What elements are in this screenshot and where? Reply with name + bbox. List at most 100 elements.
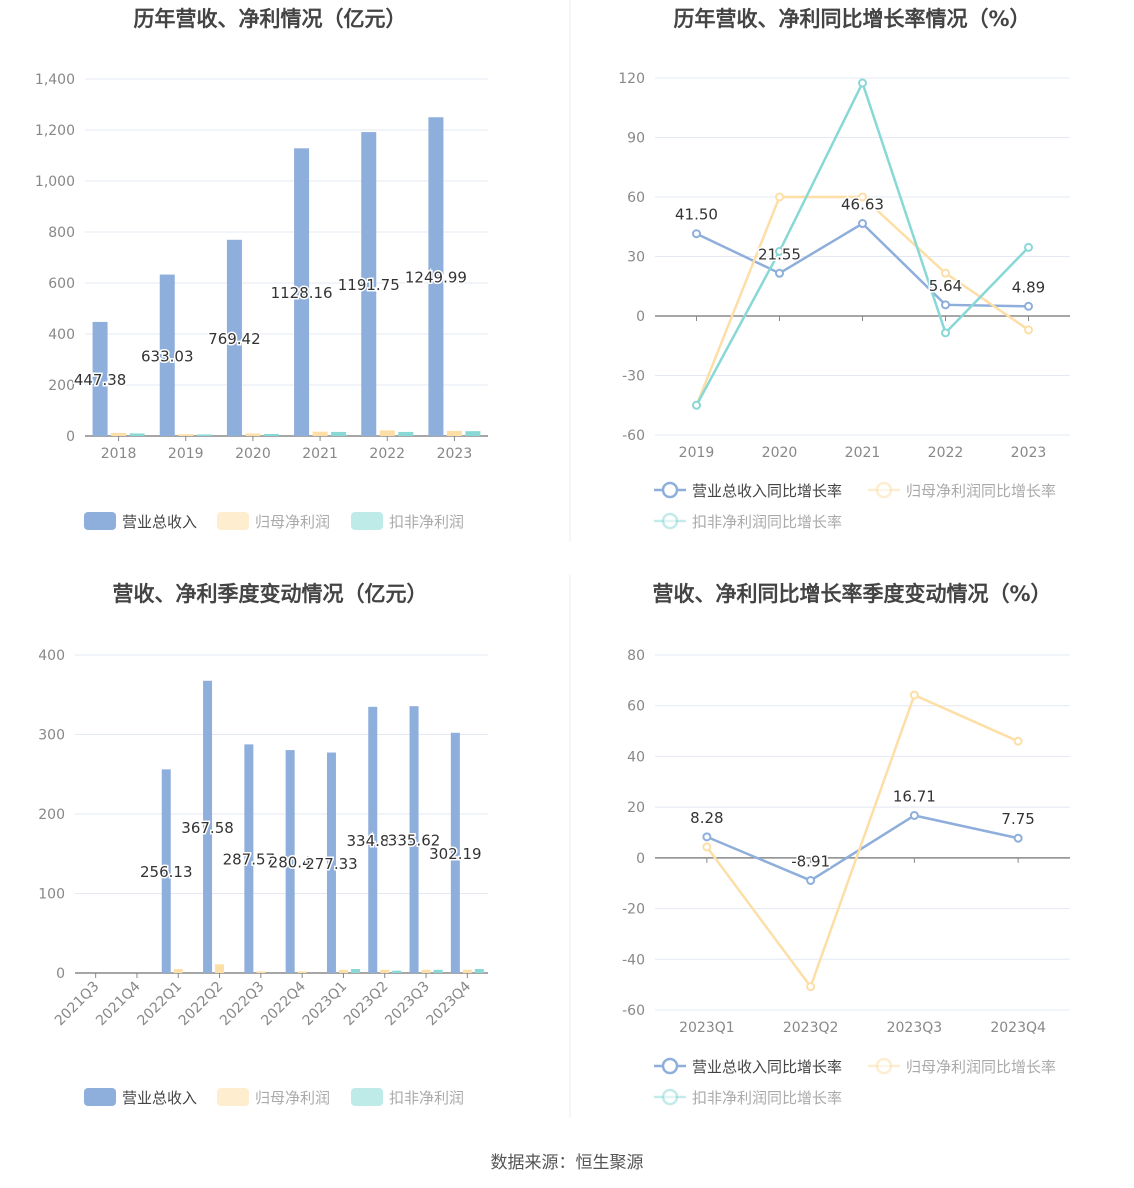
y-tick-label: 1,000 [35, 174, 75, 190]
legend-marker [661, 481, 679, 499]
bar-revenue [244, 744, 254, 973]
legend-item-revenue[interactable]: 营业总收入 [84, 1088, 197, 1107]
bar-deducted_profit [263, 433, 279, 436]
bar-revenue [294, 148, 310, 436]
legend-marker [875, 1057, 893, 1075]
y-tick-label: 1,200 [35, 123, 75, 139]
data-label: 280.4 [269, 854, 312, 872]
bar-net_profit [380, 969, 390, 973]
legend-item-net_profit[interactable]: 归母净利润同比增长率 [868, 481, 1056, 500]
x-tick-label: 2023Q2 [783, 1020, 839, 1036]
x-tick-label: 2021Q4 [93, 978, 144, 1029]
chart-title: 历年营收、净利情况（亿元） [134, 7, 407, 31]
x-tick-label: 2023 [437, 446, 473, 462]
legend-item-net_profit[interactable]: 归母净利润 [217, 1088, 330, 1107]
y-tick-label: 1,400 [35, 72, 75, 88]
bar-revenue [161, 769, 171, 973]
bar-net_profit [338, 969, 348, 973]
legend-label: 归母净利润 [255, 1089, 330, 1107]
bar-revenue [159, 274, 175, 436]
legend-label: 归母净利润同比增长率 [906, 1058, 1056, 1076]
data-label: 16.71 [893, 787, 936, 805]
chart-title: 营收、净利季度变动情况（亿元） [113, 582, 428, 606]
legend-label: 扣非净利润同比增长率 [692, 513, 842, 531]
line-revenue [695, 221, 1029, 308]
point-revenue [1013, 833, 1023, 843]
point-net_profit [1013, 736, 1023, 746]
legend-item-revenue[interactable]: 营业总收入同比增长率 [654, 481, 842, 500]
data-label: 447.38 [74, 371, 127, 389]
y-tick-label: 100 [38, 887, 65, 903]
legend-swatch [84, 1088, 116, 1106]
legend-marker [661, 512, 679, 530]
point-revenue [702, 832, 712, 842]
data-label: 4.89 [1012, 278, 1045, 296]
x-tick-label: 2021 [845, 445, 881, 461]
legend-swatch [217, 512, 249, 530]
bar-revenue [409, 706, 419, 973]
x-tick-label: 2019 [679, 445, 715, 461]
chart-title: 营收、净利同比增长率季度变动情况（%） [652, 582, 1051, 606]
point-deducted_profit [692, 400, 701, 410]
point-revenue [775, 268, 784, 278]
x-tick-label: 2022 [369, 446, 405, 462]
x-tick-label: 2023Q4 [990, 1020, 1046, 1036]
bar-net_profit [297, 971, 307, 973]
legend-item-deducted_profit[interactable]: 扣非净利润同比增长率 [654, 1088, 842, 1107]
legend-swatch [84, 512, 116, 530]
bar-deducted_profit [398, 431, 414, 436]
point-deducted_profit [941, 328, 950, 338]
data-label: 41.50 [675, 206, 718, 224]
x-tick-label: 2022Q1 [134, 979, 185, 1030]
legend-item-deducted_profit[interactable]: 扣非净利润 [351, 512, 464, 531]
y-tick-label: 60 [627, 699, 645, 715]
legend-item-revenue[interactable]: 营业总收入 [84, 512, 197, 531]
line-net_profit [695, 195, 1030, 406]
point-revenue [806, 875, 816, 885]
bar-deducted_profit [465, 431, 481, 436]
point-net_profit [909, 690, 919, 700]
y-tick-label: 300 [38, 728, 65, 744]
x-tick-label: 2018 [101, 446, 137, 462]
y-tick-label: 800 [48, 225, 75, 241]
data-label: 302.19 [429, 845, 482, 863]
bar-deducted_profit [196, 434, 212, 436]
legend-item-revenue[interactable]: 营业总收入同比增长率 [654, 1057, 842, 1076]
legend-marker [875, 481, 893, 499]
bar-deducted_profit [331, 431, 347, 436]
y-tick-label: 20 [627, 800, 645, 816]
bar-deducted_profit [392, 970, 402, 973]
chart-2: 历年营收、净利同比增长率情况（%） -60 -30 0 30 60 90 120 2019 202… [618, 7, 1070, 531]
data-label: 633.03 [141, 347, 194, 365]
chart-1: 历年营收、净利情况（亿元） 0 200 400 600 800 1,000 1,200 1,40… [35, 7, 488, 531]
x-tick-label: 2020 [762, 445, 798, 461]
legend-label: 营业总收入 [122, 1089, 197, 1107]
y-tick-label: 0 [66, 429, 75, 445]
bar-net_profit [379, 430, 395, 436]
y-tick-label: 400 [38, 648, 65, 664]
legend-marker [661, 1057, 679, 1075]
data-label: 1128.16 [271, 284, 333, 302]
legend-item-deducted_profit[interactable]: 扣非净利润 [351, 1088, 464, 1107]
data-source: 数据来源：恒生聚源 [491, 1153, 644, 1173]
y-tick-label: 80 [627, 648, 645, 664]
y-tick-label: 600 [48, 276, 75, 292]
x-tick-label: 2022 [928, 445, 964, 461]
y-tick-label: 90 [627, 131, 645, 147]
data-label: 334.83 [347, 832, 400, 850]
x-tick-label: 2022Q2 [176, 979, 227, 1030]
line-revenue [706, 814, 1019, 882]
bar-net_profit [421, 969, 431, 973]
bar-deducted_profit [350, 969, 360, 973]
legend-item-net_profit[interactable]: 归母净利润同比增长率 [868, 1057, 1056, 1076]
x-tick-label: 2021 [302, 446, 338, 462]
x-tick-label: 2023Q2 [341, 979, 392, 1030]
data-label: 7.75 [1001, 810, 1034, 828]
x-tick-label: 2023 [1011, 445, 1047, 461]
point-deducted_profit [858, 78, 867, 88]
x-tick-label: 2021Q3 [52, 979, 103, 1030]
legend-item-deducted_profit[interactable]: 扣非净利润同比增长率 [654, 512, 842, 531]
legend-item-net_profit[interactable]: 归母净利润 [217, 512, 330, 531]
y-tick-label: 400 [48, 327, 75, 343]
